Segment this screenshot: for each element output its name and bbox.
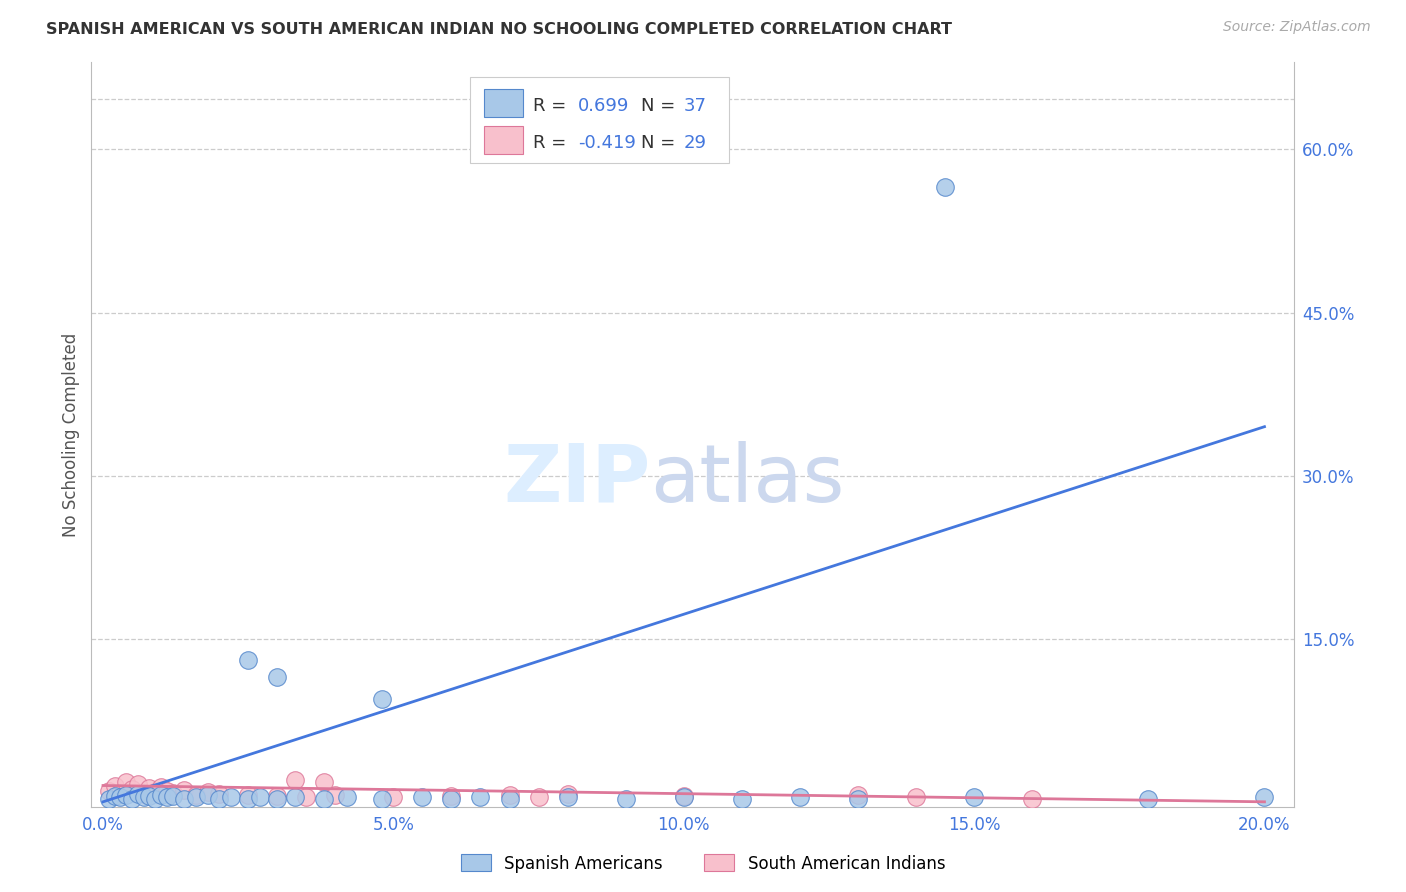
Point	[143, 785, 166, 799]
Point	[184, 789, 207, 803]
Point	[143, 791, 166, 805]
Point	[440, 791, 463, 805]
Text: N =: N =	[641, 96, 681, 115]
Point	[197, 785, 219, 799]
Point	[731, 791, 754, 805]
Point	[132, 787, 155, 801]
Point	[197, 789, 219, 803]
Point	[110, 790, 132, 805]
Point	[115, 775, 138, 789]
Point	[208, 787, 231, 801]
Text: R =: R =	[533, 96, 572, 115]
Point	[156, 784, 179, 798]
Point	[336, 790, 359, 805]
Point	[150, 780, 173, 794]
Text: 0.699: 0.699	[578, 96, 630, 115]
Point	[97, 784, 120, 798]
Point	[672, 790, 695, 805]
Point	[266, 670, 288, 684]
Point	[121, 781, 143, 796]
FancyBboxPatch shape	[485, 126, 523, 154]
Point	[789, 790, 811, 805]
Point	[846, 789, 869, 803]
Point	[110, 786, 132, 800]
Text: N =: N =	[641, 134, 681, 152]
Text: 37: 37	[685, 96, 707, 115]
Point	[104, 779, 127, 793]
Point	[557, 787, 579, 801]
Point	[184, 790, 207, 805]
Text: atlas: atlas	[651, 441, 845, 518]
Point	[284, 790, 307, 805]
Point	[173, 791, 195, 805]
Point	[208, 791, 231, 805]
Point	[127, 787, 149, 801]
Point	[1253, 790, 1275, 805]
Point	[1137, 791, 1160, 805]
FancyBboxPatch shape	[470, 78, 728, 163]
Y-axis label: No Schooling Completed: No Schooling Completed	[62, 333, 80, 537]
Point	[498, 791, 520, 805]
FancyBboxPatch shape	[485, 88, 523, 117]
Point	[138, 780, 160, 795]
Point	[371, 691, 394, 706]
Point	[440, 789, 463, 804]
Point	[115, 789, 138, 803]
Point	[672, 789, 695, 804]
Point	[162, 786, 184, 800]
Point	[498, 789, 520, 803]
Point	[249, 790, 271, 805]
Point	[905, 790, 928, 805]
Text: SPANISH AMERICAN VS SOUTH AMERICAN INDIAN NO SCHOOLING COMPLETED CORRELATION CHA: SPANISH AMERICAN VS SOUTH AMERICAN INDIA…	[46, 22, 952, 37]
Text: -0.419: -0.419	[578, 134, 636, 152]
Point	[132, 790, 155, 805]
Point	[121, 791, 143, 805]
Point	[382, 790, 405, 805]
Legend: Spanish Americans, South American Indians: Spanish Americans, South American Indian…	[454, 847, 952, 880]
Point	[1021, 791, 1043, 805]
Point	[557, 790, 579, 805]
Point	[371, 791, 394, 805]
Point	[963, 790, 986, 805]
Point	[238, 789, 260, 803]
Point	[312, 775, 335, 789]
Point	[411, 790, 433, 805]
Point	[323, 789, 346, 803]
Point	[156, 790, 179, 805]
Point	[470, 790, 492, 805]
Point	[104, 789, 127, 804]
Point	[97, 791, 120, 805]
Point	[173, 782, 195, 797]
Point	[150, 789, 173, 803]
Point	[238, 653, 260, 667]
Text: Source: ZipAtlas.com: Source: ZipAtlas.com	[1223, 20, 1371, 34]
Point	[127, 777, 149, 791]
Point	[219, 790, 242, 805]
Point	[312, 791, 335, 805]
Point	[527, 790, 550, 805]
Point	[295, 790, 318, 805]
Point	[934, 180, 956, 194]
Text: ZIP: ZIP	[503, 441, 651, 518]
Point	[162, 789, 184, 804]
Point	[614, 791, 637, 805]
Point	[238, 791, 260, 805]
Point	[138, 789, 160, 804]
Point	[266, 789, 288, 804]
Text: R =: R =	[533, 134, 572, 152]
Point	[846, 791, 869, 805]
Point	[266, 791, 288, 805]
Text: 29: 29	[685, 134, 707, 152]
Point	[284, 773, 307, 788]
